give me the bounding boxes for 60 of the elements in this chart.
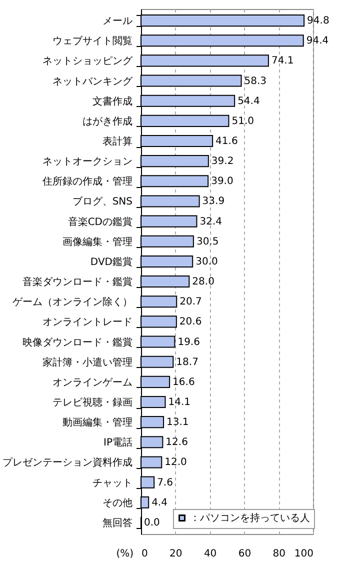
y-tick-label: DVD鑑賞 [90,256,132,268]
data-label: 94.8 [307,16,330,27]
y-tick-label: オンライントレード [42,317,132,328]
y-tick-label: プレゼンテーション資料作成 [2,456,132,469]
x-tick-label: 0 [142,548,148,560]
data-label: 19.6 [178,336,200,348]
data-label: 12.0 [164,457,187,468]
data-label: 7.6 [157,477,173,488]
data-label: 32.4 [200,216,222,228]
y-tick-label: 画像編集・管理 [62,236,132,248]
y-tick-label: ゲーム（オンライン除く） [12,296,132,308]
y-tick-label: チャット [92,478,132,489]
data-label: 30.5 [196,236,219,248]
y-tick-label: ネットバンキング [52,76,134,88]
y-tick-label: 音楽ダウンロード・鑑賞 [22,276,132,288]
data-label: 20.6 [179,316,202,328]
y-tick-label: 家計簿・小遣い管理 [42,356,132,368]
x-tick-label: 40 [204,548,217,560]
y-tick-label: メール [102,16,132,28]
data-label: 30.0 [196,256,218,268]
data-label: 39.2 [211,156,234,168]
y-tick-label: ネットショッピング [42,56,134,68]
y-tick-label: 無回答 [102,516,132,529]
y-tick-label: はがき作成 [82,115,132,128]
x-axis-title: (%) [116,548,134,560]
x-tick-label: 60 [238,548,252,560]
y-tick-label: テレビ視聴・録画 [52,396,132,408]
data-label: 14.1 [168,396,191,408]
y-tick-label: オンラインゲーム [52,377,132,388]
y-tick-label: 音楽CDの鑑賞 [68,216,132,228]
data-label: 54.4 [238,96,260,107]
y-tick-label: その他 [102,496,132,509]
data-label: 16.6 [172,376,195,388]
x-tick-label: 80 [272,548,286,560]
data-label: 28.0 [192,276,214,288]
y-tick-label: 文書作成 [92,95,132,108]
data-label: 94.4 [306,36,329,47]
data-label: 4.4 [152,497,168,508]
data-label: 13.1 [166,417,189,428]
legend-label: ：パソコンを持っている人 [190,512,310,524]
data-label: 20.7 [180,296,202,308]
x-tick-label: 100 [294,548,314,560]
y-tick-label: IP電話 [104,436,132,449]
y-tick-label: 住所録の作成・管理 [42,176,132,188]
y-tick-label: ブログ、SNS [72,196,132,208]
data-label: 33.9 [202,196,225,208]
data-label: 58.3 [244,76,267,87]
data-label: 12.6 [166,437,188,448]
x-tick-label: 20 [170,548,182,560]
data-label: 18.7 [176,356,198,368]
y-tick-label: 映像ダウンロード・鑑賞 [22,336,132,348]
data-label: 39.0 [211,176,234,188]
data-label: 0.0 [144,517,160,528]
data-label: 51.0 [232,116,254,127]
y-tick-label: 表計算 [102,136,132,148]
y-tick-label: 動画編集・管理 [62,416,132,429]
y-tick-label: ネットオークション [42,156,132,168]
data-label: 74.1 [271,56,294,67]
data-label: 41.6 [216,136,238,148]
y-tick-label: ウェブサイト閲覧 [52,35,132,48]
